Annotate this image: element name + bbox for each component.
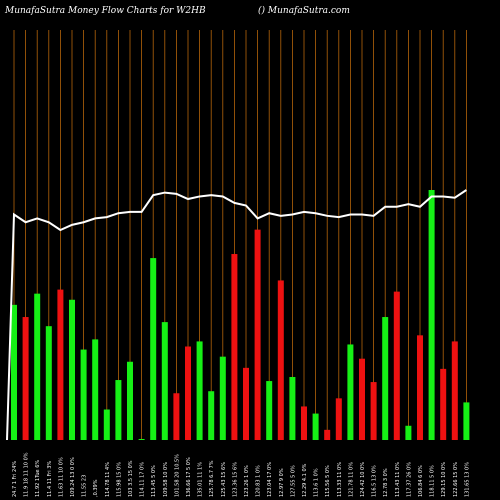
volume-bar	[69, 299, 75, 440]
volume-bar	[266, 381, 273, 440]
volume-bar	[301, 406, 307, 440]
volume-bar	[45, 326, 52, 440]
x-tick-label: 11.55 23	[82, 475, 88, 497]
x-tick-label: 131.65 13 0%	[464, 462, 470, 497]
site-credit: () MunafaSutra.com	[258, 5, 350, 16]
volume-bar	[11, 304, 17, 440]
x-tick-label: 11.63 11 10 0%	[58, 457, 64, 497]
volume-bar	[115, 380, 122, 440]
x-tick-label: 11.9 18 11 10 0%	[24, 452, 30, 497]
volume-bar	[359, 358, 365, 440]
x-tick-label: 124.42 10 0%	[360, 462, 366, 497]
x-axis-labels: 24.7 1 Fri 24% 11.9 18 11 10 0% 11.92 1Tue…	[12, 452, 470, 497]
volume-bars	[11, 190, 470, 440]
x-tick-label: 11.4 11 Fri 3%	[47, 461, 53, 497]
x-tick-label: 12.78 3 0%	[383, 468, 389, 497]
x-tick-label: 123.04 17 0%	[267, 462, 273, 497]
volume-bar	[34, 293, 41, 440]
x-tick-label: 113.43 11 0%	[395, 462, 401, 497]
volume-bar	[92, 339, 99, 440]
volume-bar	[22, 317, 29, 440]
volume-bar	[219, 356, 226, 440]
volume-bar	[138, 438, 145, 440]
volume-bar	[185, 346, 191, 440]
x-tick-label: 125.78 6.7 7%	[209, 460, 215, 497]
x-tick-label: 113.6 1 0%	[314, 468, 320, 497]
x-tick-label: 122.66 15 0%	[453, 462, 459, 497]
chart-title: MunafaSutra Money Flow Charts for W2HB	[4, 6, 206, 16]
volume-bar	[451, 341, 458, 440]
x-tick-label: 12.29 4.1 0%	[302, 463, 308, 497]
volume-bar	[335, 398, 342, 440]
x-tick-label: 115.98 15 0%	[116, 462, 122, 497]
x-tick-label: 136.66 17 5 0%	[186, 457, 192, 497]
volume-bar	[428, 190, 435, 440]
price-line-path	[6, 189, 467, 441]
x-tick-label: 106.84 6 0%	[418, 465, 424, 497]
x-tick-label: 116.5 13 0%	[372, 465, 378, 497]
volume-bar	[463, 402, 470, 440]
x-tick-label: 109.58 10 0%	[163, 462, 169, 497]
x-tick-label: 11.92 1Tue 6%	[35, 460, 41, 497]
x-tick-label: 12.97 9 0%	[279, 468, 285, 497]
volume-bar	[277, 280, 284, 440]
x-tick-label: 113.33 11 0%	[337, 462, 343, 497]
x-tick-label: 114.78 11 4%	[105, 462, 111, 497]
x-tick-label: 114.11 17 0%	[140, 462, 146, 497]
volume-bar	[161, 322, 168, 440]
volume-bar	[57, 289, 64, 440]
volume-bar	[289, 376, 296, 440]
volume-bar	[254, 229, 261, 440]
x-tick-label: 24.7 1 Fri 24%	[12, 461, 18, 497]
x-tick-label: 118.11 5 0%	[430, 465, 436, 497]
volume-bar	[382, 317, 389, 440]
volume-bar	[80, 349, 87, 440]
x-tick-label: 123.26 1 0%	[244, 465, 250, 497]
x-tick-label: 135.01 11 1%	[198, 462, 204, 497]
volume-bar	[196, 341, 203, 440]
volume-bar	[173, 393, 180, 440]
volume-bar	[231, 254, 238, 440]
x-tick-label: 101.58 20 10.5%	[174, 454, 180, 497]
volume-bar	[127, 361, 133, 440]
x-tick-label: 117.37 26 0%	[406, 462, 412, 497]
volume-bar	[440, 368, 447, 440]
volume-bar	[208, 391, 215, 440]
price-line	[6, 189, 467, 441]
x-tick-label: 121.78 11 0%	[348, 462, 354, 497]
x-tick-label: 123.36 15 6%	[232, 462, 238, 497]
x-tick-label: ,0.39%	[93, 479, 99, 497]
x-tick-label: 129.15 10 0%	[441, 462, 447, 497]
volume-bar	[370, 382, 377, 440]
x-tick-label: 120.83 1 0%	[256, 465, 262, 497]
x-tick-label: 113.45 5 0%	[151, 465, 157, 497]
volume-bar	[243, 367, 249, 440]
x-tick-label: 103 3.5 15 0%	[128, 460, 134, 497]
volume-bar	[312, 413, 319, 440]
x-tick-label: 125.43 15 6%	[221, 462, 227, 497]
volume-bar	[405, 425, 412, 440]
x-tick-label: 127.55 5 0%	[290, 465, 296, 497]
x-tick-label: 115.56 5 0%	[325, 465, 331, 497]
volume-bar	[393, 291, 400, 440]
volume-bar	[347, 344, 354, 440]
volume-bar	[417, 335, 423, 440]
volume-bar	[324, 429, 331, 440]
volume-bar	[103, 409, 110, 440]
x-tick-label: 109.24 13 0 0%	[70, 457, 76, 497]
volume-bar	[150, 258, 157, 440]
